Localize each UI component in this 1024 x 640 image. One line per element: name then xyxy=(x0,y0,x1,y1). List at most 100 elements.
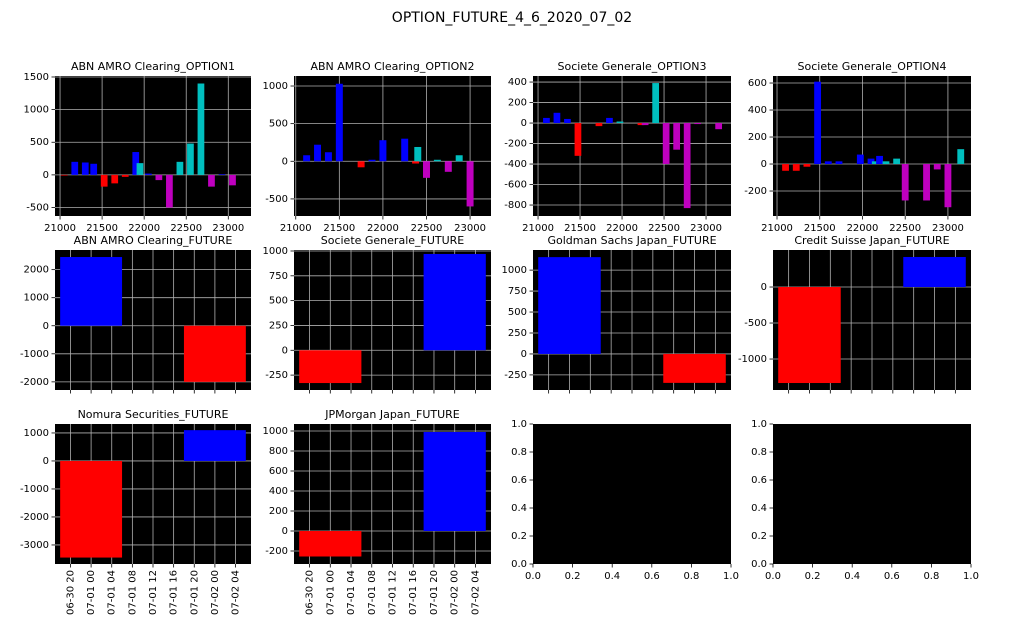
bar xyxy=(60,257,123,326)
y-tick-label: -250 xyxy=(265,370,288,381)
bar xyxy=(218,174,226,175)
y-tick-label: 500 xyxy=(508,307,527,318)
y-tick-label: 1000 xyxy=(502,265,527,276)
x-tick-label: 21000 xyxy=(761,223,793,234)
y-tick-label: 0 xyxy=(761,159,767,170)
bar xyxy=(414,146,422,162)
bar xyxy=(183,430,246,461)
y-tick-label: 0.0 xyxy=(511,559,527,570)
bar xyxy=(136,163,144,175)
y-tick-label: 0.8 xyxy=(751,447,767,458)
y-tick-label: 1000 xyxy=(263,426,288,437)
bar xyxy=(187,143,194,175)
y-tick-label: 400 xyxy=(508,77,527,88)
y-tick-label: -600 xyxy=(504,180,527,191)
x-tick-label: 0.4 xyxy=(604,571,620,582)
bar xyxy=(423,432,486,531)
bar xyxy=(100,174,108,187)
bar xyxy=(944,164,952,208)
bar xyxy=(183,325,246,382)
x-tick-label: 07-01 00 xyxy=(325,570,336,615)
bar xyxy=(901,164,909,201)
subplot-title: ABN AMRO Clearing_OPTION1 xyxy=(71,60,235,73)
x-tick-label: 21000 xyxy=(44,223,76,234)
bar xyxy=(401,138,409,162)
x-tick-label: 22500 xyxy=(648,223,680,234)
x-tick-label: 0.4 xyxy=(844,571,860,582)
x-tick-label: 22500 xyxy=(889,223,921,234)
bar xyxy=(299,350,362,384)
bar xyxy=(778,287,841,384)
bar xyxy=(90,163,98,175)
y-tick-label: 200 xyxy=(508,98,527,109)
bar xyxy=(423,161,430,178)
bar xyxy=(782,164,789,171)
x-tick-label: 07-01 16 xyxy=(408,570,419,615)
bar xyxy=(197,83,205,175)
y-tick-label: 0 xyxy=(282,526,288,537)
y-tick-label: 0 xyxy=(282,156,288,167)
y-tick-label: 500 xyxy=(269,296,288,307)
axes-background xyxy=(773,76,971,216)
y-tick-label: 500 xyxy=(269,119,288,130)
bar xyxy=(867,158,875,165)
bar xyxy=(814,81,822,165)
y-tick-label: -2000 xyxy=(20,512,49,523)
bar xyxy=(673,123,681,150)
x-tick-label: 06-30 20 xyxy=(305,570,316,615)
bar xyxy=(574,123,582,156)
bar xyxy=(683,123,691,209)
x-tick-label: 07-01 04 xyxy=(346,570,357,615)
y-tick-label: 0 xyxy=(521,118,527,129)
bar xyxy=(662,123,670,165)
y-tick-label: 750 xyxy=(269,271,288,282)
bar xyxy=(71,161,79,175)
x-tick-label: 22000 xyxy=(606,223,638,234)
axes-background xyxy=(55,76,251,216)
x-tick-label: 21000 xyxy=(280,223,312,234)
y-tick-label: 0 xyxy=(521,349,527,360)
y-tick-label: 0.0 xyxy=(751,559,767,570)
x-tick-label: 0.8 xyxy=(683,571,699,582)
bar xyxy=(132,152,140,175)
bar xyxy=(595,123,603,127)
x-tick-label: 21500 xyxy=(323,223,355,234)
subplot-title: Goldman Sachs Japan_FUTURE xyxy=(547,234,716,247)
y-tick-label: -1000 xyxy=(20,349,49,360)
bar xyxy=(335,83,343,162)
axes-background xyxy=(533,424,731,564)
x-tick-label: 07-01 00 xyxy=(86,570,97,615)
x-tick-label: 22000 xyxy=(367,223,399,234)
y-tick-label: 1000 xyxy=(24,428,49,439)
y-tick-label: -500 xyxy=(26,203,49,214)
y-tick-label: 2000 xyxy=(24,265,49,276)
x-tick-label: 21500 xyxy=(564,223,596,234)
bar xyxy=(882,161,890,165)
bar xyxy=(444,161,452,172)
y-tick-label: 1.0 xyxy=(511,419,527,430)
x-tick-label: 07-02 04 xyxy=(470,570,481,615)
x-tick-label: 07-01 08 xyxy=(367,570,378,615)
bar xyxy=(229,174,236,186)
bar xyxy=(641,123,649,126)
x-tick-label: 07-01 20 xyxy=(189,570,200,615)
bar xyxy=(433,159,441,162)
y-tick-label: -2000 xyxy=(20,377,49,388)
subplot-title: Societe Generale_OPTION3 xyxy=(558,60,707,73)
x-tick-label: 07-01 16 xyxy=(169,570,180,615)
y-tick-label: -200 xyxy=(744,186,767,197)
x-tick-label: 23000 xyxy=(690,223,722,234)
bar xyxy=(652,83,660,124)
bar xyxy=(303,155,311,162)
bar xyxy=(208,174,215,187)
y-tick-label: -3000 xyxy=(20,540,49,551)
y-tick-label: 0 xyxy=(43,170,49,181)
x-tick-label: 07-02 00 xyxy=(450,570,461,615)
bar xyxy=(835,161,843,165)
x-tick-label: 0.0 xyxy=(525,571,541,582)
bar xyxy=(60,174,68,176)
bar xyxy=(957,149,965,165)
x-tick-label: 22500 xyxy=(170,223,202,234)
y-tick-label: 0.6 xyxy=(751,475,767,486)
y-tick-label: -400 xyxy=(504,159,527,170)
